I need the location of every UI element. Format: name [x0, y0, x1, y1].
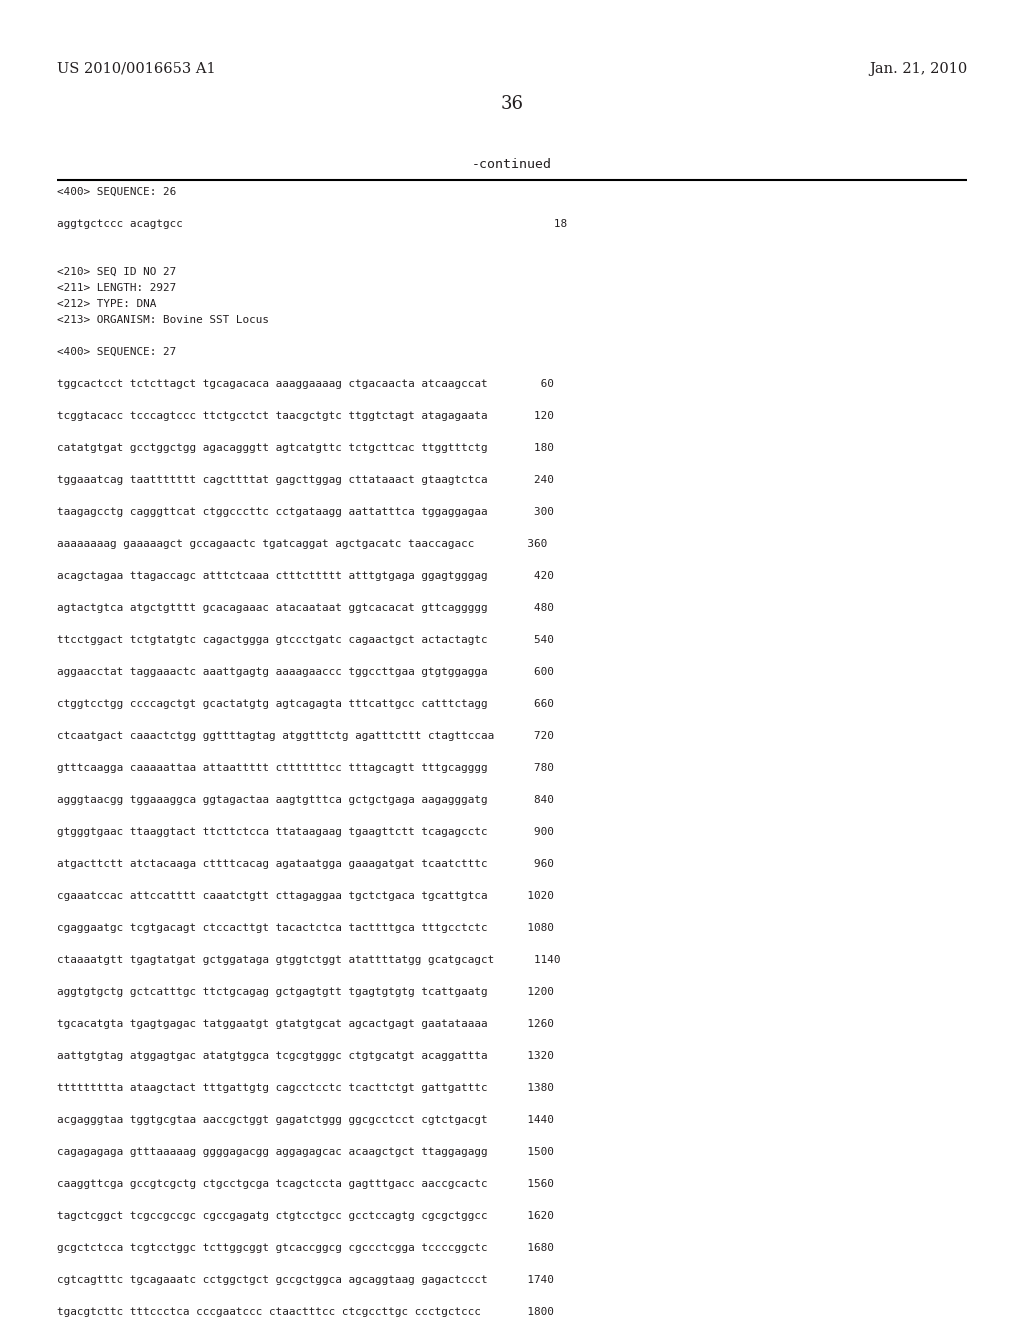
Text: acgagggtaa tggtgcgtaa aaccgctggt gagatctggg ggcgcctcct cgtctgacgt      1440: acgagggtaa tggtgcgtaa aaccgctggt gagatct… [57, 1115, 554, 1125]
Text: aggtgtgctg gctcatttgc ttctgcagag gctgagtgtt tgagtgtgtg tcattgaatg      1200: aggtgtgctg gctcatttgc ttctgcagag gctgagt… [57, 987, 554, 997]
Text: gcgctctcca tcgtcctggc tcttggcggt gtcaccggcg cgccctcgga tccccggctc      1680: gcgctctcca tcgtcctggc tcttggcggt gtcaccg… [57, 1243, 554, 1253]
Text: gtgggtgaac ttaaggtact ttcttctcca ttataagaag tgaagttctt tcagagcctc       900: gtgggtgaac ttaaggtact ttcttctcca ttataag… [57, 828, 554, 837]
Text: <211> LENGTH: 2927: <211> LENGTH: 2927 [57, 282, 176, 293]
Text: Jan. 21, 2010: Jan. 21, 2010 [868, 62, 967, 77]
Text: ctggtcctgg ccccagctgt gcactatgtg agtcagagta tttcattgcc catttctagg       660: ctggtcctgg ccccagctgt gcactatgtg agtcaga… [57, 700, 554, 709]
Text: <213> ORGANISM: Bovine SST Locus: <213> ORGANISM: Bovine SST Locus [57, 315, 269, 325]
Text: aggaacctat taggaaactc aaattgagtg aaaagaaccc tggccttgaa gtgtggagga       600: aggaacctat taggaaactc aaattgagtg aaaagaa… [57, 667, 554, 677]
Text: 36: 36 [501, 95, 523, 114]
Text: cgaggaatgc tcgtgacagt ctccacttgt tacactctca tacttttgca tttgcctctc      1080: cgaggaatgc tcgtgacagt ctccacttgt tacactc… [57, 923, 554, 933]
Text: tagctcggct tcgccgccgc cgccgagatg ctgtcctgcc gcctccagtg cgcgctggcc      1620: tagctcggct tcgccgccgc cgccgagatg ctgtcct… [57, 1210, 554, 1221]
Text: tggcactcct tctcttagct tgcagacaca aaaggaaaag ctgacaacta atcaagccat        60: tggcactcct tctcttagct tgcagacaca aaaggaa… [57, 379, 554, 389]
Text: taagagcctg cagggttcat ctggcccttc cctgataagg aattatttca tggaggagaa       300: taagagcctg cagggttcat ctggcccttc cctgata… [57, 507, 554, 517]
Text: tgcacatgta tgagtgagac tatggaatgt gtatgtgcat agcactgagt gaatataaaa      1260: tgcacatgta tgagtgagac tatggaatgt gtatgtg… [57, 1019, 554, 1030]
Text: ctaaaatgtt tgagtatgat gctggataga gtggtctggt atattttatgg gcatgcagct      1140: ctaaaatgtt tgagtatgat gctggataga gtggtct… [57, 954, 560, 965]
Text: agggtaacgg tggaaaggca ggtagactaa aagtgtttca gctgctgaga aagagggatg       840: agggtaacgg tggaaaggca ggtagactaa aagtgtt… [57, 795, 554, 805]
Text: -continued: -continued [472, 158, 552, 172]
Text: tcggtacacc tcccagtccc ttctgcctct taacgctgtc ttggtctagt atagagaata       120: tcggtacacc tcccagtccc ttctgcctct taacgct… [57, 411, 554, 421]
Text: caaggttcga gccgtcgctg ctgcctgcga tcagctccta gagtttgacc aaccgcactc      1560: caaggttcga gccgtcgctg ctgcctgcga tcagctc… [57, 1179, 554, 1189]
Text: aattgtgtag atggagtgac atatgtggca tcgcgtgggc ctgtgcatgt acaggattta      1320: aattgtgtag atggagtgac atatgtggca tcgcgtg… [57, 1051, 554, 1061]
Text: <212> TYPE: DNA: <212> TYPE: DNA [57, 300, 157, 309]
Text: aggtgctccc acagtgcc                                                        18: aggtgctccc acagtgcc 18 [57, 219, 567, 228]
Text: cgaaatccac attccatttt caaatctgtt cttagaggaa tgctctgaca tgcattgtca      1020: cgaaatccac attccatttt caaatctgtt cttagag… [57, 891, 554, 902]
Text: <400> SEQUENCE: 27: <400> SEQUENCE: 27 [57, 347, 176, 356]
Text: <400> SEQUENCE: 26: <400> SEQUENCE: 26 [57, 187, 176, 197]
Text: catatgtgat gcctggctgg agacagggtt agtcatgttc tctgcttcac ttggtttctg       180: catatgtgat gcctggctgg agacagggtt agtcatg… [57, 444, 554, 453]
Text: cgtcagtttc tgcagaaatc cctggctgct gccgctggca agcaggtaag gagactccct      1740: cgtcagtttc tgcagaaatc cctggctgct gccgctg… [57, 1275, 554, 1284]
Text: <210> SEQ ID NO 27: <210> SEQ ID NO 27 [57, 267, 176, 277]
Text: cagagagaga gtttaaaaag ggggagacgg aggagagcac acaagctgct ttaggagagg      1500: cagagagaga gtttaaaaag ggggagacgg aggagag… [57, 1147, 554, 1158]
Text: ttcctggact tctgtatgtc cagactggga gtccctgatc cagaactgct actactagtc       540: ttcctggact tctgtatgtc cagactggga gtccctg… [57, 635, 554, 645]
Text: tggaaatcag taattttttt cagcttttat gagcttggag cttataaact gtaagtctca       240: tggaaatcag taattttttt cagcttttat gagcttg… [57, 475, 554, 484]
Text: agtactgtca atgctgtttt gcacagaaac atacaataat ggtcacacat gttcaggggg       480: agtactgtca atgctgtttt gcacagaaac atacaat… [57, 603, 554, 612]
Text: ttttttttta ataagctact tttgattgtg cagcctcctc tcacttctgt gattgatttc      1380: ttttttttta ataagctact tttgattgtg cagcctc… [57, 1082, 554, 1093]
Text: tgacgtcttc tttccctca cccgaatccc ctaactttcc ctcgccttgc ccctgctccc       1800: tgacgtcttc tttccctca cccgaatccc ctaacttt… [57, 1307, 554, 1317]
Text: US 2010/0016653 A1: US 2010/0016653 A1 [57, 62, 216, 77]
Text: atgacttctt atctacaaga cttttcacag agataatgga gaaagatgat tcaatctttc       960: atgacttctt atctacaaga cttttcacag agataat… [57, 859, 554, 869]
Text: ctcaatgact caaactctgg ggttttagtag atggtttctg agatttcttt ctagttccaa      720: ctcaatgact caaactctgg ggttttagtag atggtt… [57, 731, 554, 741]
Text: gtttcaagga caaaaattaa attaattttt ctttttttcc tttagcagtt tttgcagggg       780: gtttcaagga caaaaattaa attaattttt ctttttt… [57, 763, 554, 774]
Text: aaaaaaaag gaaaaagct gccagaactc tgatcaggat agctgacatc taaccagacc        360: aaaaaaaag gaaaaagct gccagaactc tgatcagga… [57, 539, 547, 549]
Text: acagctagaa ttagaccagc atttctcaaa ctttcttttt atttgtgaga ggagtgggag       420: acagctagaa ttagaccagc atttctcaaa ctttctt… [57, 572, 554, 581]
